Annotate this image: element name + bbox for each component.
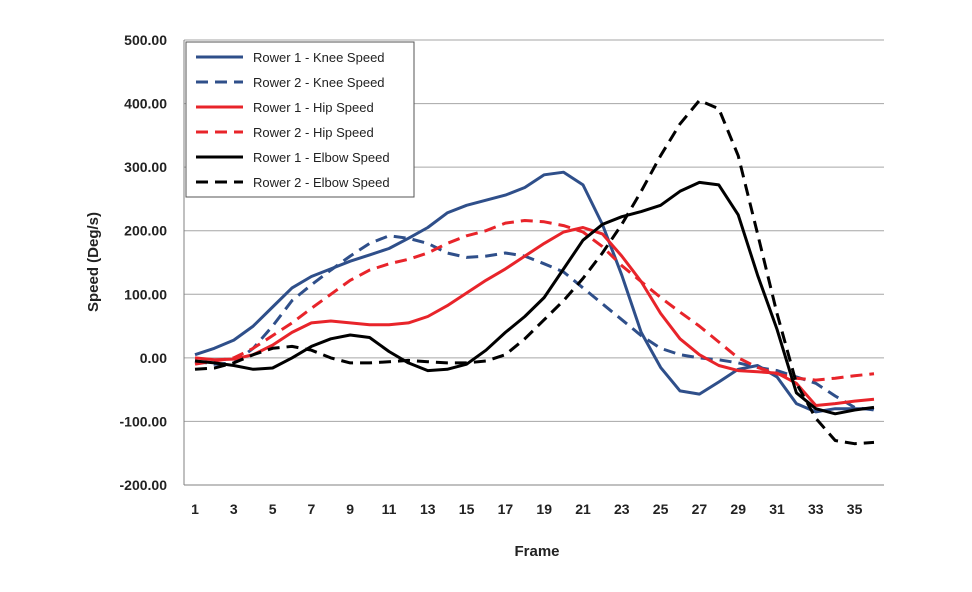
series-line-1 xyxy=(194,170,874,414)
x-axis-title: Frame xyxy=(514,543,559,560)
x-tick-label: 29 xyxy=(730,501,746,517)
x-tick-label: 1 xyxy=(191,501,199,517)
x-tick-label: 19 xyxy=(536,501,552,517)
y-tick-label: -200.00 xyxy=(120,477,168,493)
y-tick-label: 500.00 xyxy=(124,32,167,48)
series-line-3 xyxy=(194,226,875,407)
x-tick-label: 27 xyxy=(692,501,708,517)
x-tick-label: 5 xyxy=(269,501,277,517)
y-tick-label: -100.00 xyxy=(120,413,168,429)
x-tick-label: 9 xyxy=(346,501,354,517)
x-tick-label: 11 xyxy=(382,501,397,517)
legend-label: Rower 1 - Elbow Speed xyxy=(253,150,390,165)
y-tick-label: 300.00 xyxy=(124,159,167,175)
legend: Rower 1 - Knee Speed Rower 2 - Knee Speed… xyxy=(185,41,415,198)
x-tick-label: 31 xyxy=(769,501,785,517)
x-tick-label: 35 xyxy=(847,501,863,517)
x-tick-label: 25 xyxy=(653,501,669,517)
x-tick-label: 23 xyxy=(614,501,630,517)
y-tick-label: 0.00 xyxy=(140,350,167,366)
legend-label: Rower 2 - Knee Speed xyxy=(253,75,385,90)
y-axis-title: Speed (Deg/s) xyxy=(85,212,102,312)
x-tick-label: 33 xyxy=(808,501,824,517)
legend-box xyxy=(185,41,415,198)
series-lines xyxy=(194,98,875,446)
y-tick-label: 100.00 xyxy=(124,286,167,302)
x-tick-label: 17 xyxy=(498,501,514,517)
x-tick-label: 15 xyxy=(459,501,475,517)
axes xyxy=(183,40,884,486)
x-tick-label: 7 xyxy=(308,501,316,517)
series-line-2 xyxy=(194,234,875,412)
x-tick-label: 21 xyxy=(575,501,591,517)
x-tick-label: 13 xyxy=(420,501,436,517)
series-line-6 xyxy=(194,98,875,446)
series-line-4 xyxy=(194,219,875,382)
x-tick-labels: 1 3 5 7 9 11 13 15 17 19 21 23 25 27 29 31 33 35 xyxy=(191,501,862,517)
legend-label: Rower 2 - Hip Speed xyxy=(253,125,374,140)
legend-label: Rower 1 - Knee Speed xyxy=(253,50,385,65)
legend-label: Rower 2 - Elbow Speed xyxy=(253,175,390,190)
y-tick-labels: -200.00 -100.00 0.00 100.00 200.00 300.00 400.… xyxy=(120,32,168,493)
y-tick-label: 400.00 xyxy=(124,96,167,112)
legend-label: Rower 1 - Hip Speed xyxy=(253,100,374,115)
x-tick-label: 3 xyxy=(230,501,238,517)
y-tick-label: 200.00 xyxy=(124,223,167,239)
